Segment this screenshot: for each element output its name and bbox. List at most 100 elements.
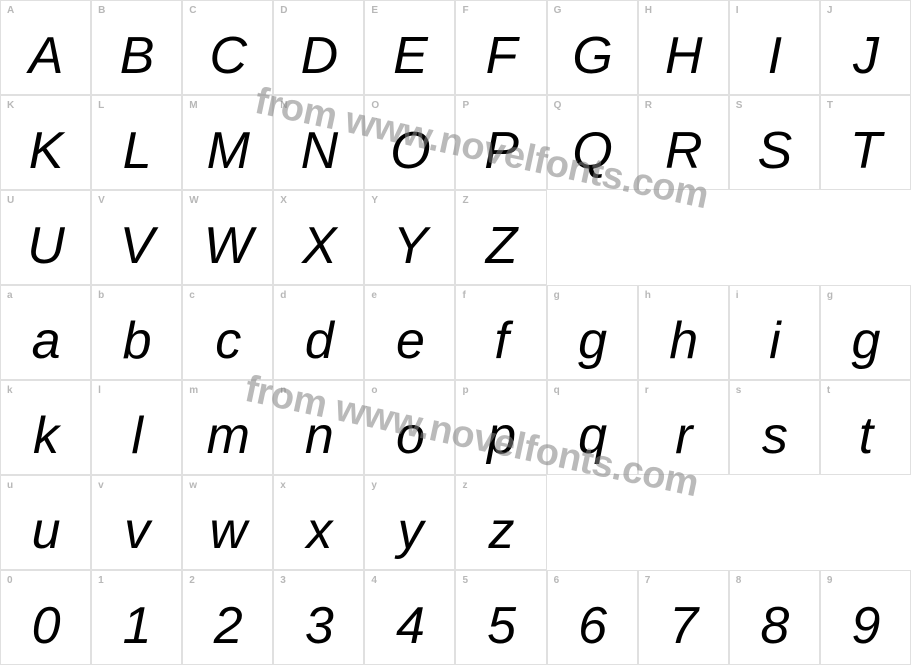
cell-glyph: Y [365,216,454,276]
cell-label: B [98,5,105,16]
glyph-cell: ww [182,475,273,570]
cell-label: 6 [554,575,560,586]
cell-glyph: 2 [183,596,272,656]
cell-glyph: u [1,501,90,561]
cell-label: z [462,480,467,491]
cell-label: H [645,5,652,16]
cell-glyph: O [365,121,454,181]
glyph-cell: HH [638,0,729,95]
cell-label: S [736,100,743,111]
cell-glyph: w [183,501,272,561]
cell-label: 2 [189,575,195,586]
cell-label: x [280,480,286,491]
cell-glyph: E [365,26,454,86]
cell-glyph: m [183,406,272,466]
cell-glyph: i [730,311,819,371]
cell-glyph: D [274,26,363,86]
cell-glyph: e [365,311,454,371]
cell-glyph: Z [456,216,545,276]
cell-label: K [7,100,14,111]
cell-glyph: o [365,406,454,466]
glyph-cell [729,475,820,570]
glyph-cell: cc [182,285,273,380]
glyph-cell: VV [91,190,182,285]
glyph-cell [547,190,638,285]
cell-label: i [736,290,739,301]
glyph-cell [638,190,729,285]
glyph-cell: zz [455,475,546,570]
cell-glyph: N [274,121,363,181]
glyph-cell: 66 [547,570,638,665]
cell-label: b [98,290,104,301]
cell-glyph: 0 [1,596,90,656]
cell-label: o [371,385,377,396]
cell-label: k [7,385,13,396]
glyph-cell: yy [364,475,455,570]
cell-label: l [98,385,101,396]
cell-label: 1 [98,575,104,586]
glyph-cell: UU [0,190,91,285]
cell-glyph: d [274,311,363,371]
cell-label: m [189,385,198,396]
cell-glyph: B [92,26,181,86]
cell-glyph: 1 [92,596,181,656]
glyph-cell: MM [182,95,273,190]
cell-glyph: z [456,501,545,561]
cell-glyph: W [183,216,272,276]
glyph-cell: KK [0,95,91,190]
cell-label: y [371,480,377,491]
glyph-cell: hh [638,285,729,380]
cell-label: s [736,385,742,396]
cell-label: X [280,195,287,206]
cell-glyph: L [92,121,181,181]
cell-label: Q [554,100,562,111]
glyph-cell: 33 [273,570,364,665]
cell-glyph: 4 [365,596,454,656]
glyph-cell: tt [820,380,911,475]
glyph-cell: OO [364,95,455,190]
cell-label: A [7,5,14,16]
glyph-grid: AABBCCDDEEFFGGHHIIJJKKLLMMNNOOPPQQRRSSTT… [0,0,911,665]
cell-label: 7 [645,575,651,586]
cell-label: q [554,385,560,396]
glyph-cell: kk [0,380,91,475]
cell-label: 8 [736,575,742,586]
cell-glyph: R [639,121,728,181]
cell-glyph: 6 [548,596,637,656]
cell-label: a [7,290,13,301]
glyph-cell: oo [364,380,455,475]
cell-label: n [280,385,286,396]
glyph-cell: SS [729,95,820,190]
cell-label: D [280,5,287,16]
cell-glyph: h [639,311,728,371]
glyph-cell: DD [273,0,364,95]
cell-glyph: S [730,121,819,181]
glyph-cell: II [729,0,820,95]
cell-label: u [7,480,13,491]
glyph-cell: aa [0,285,91,380]
cell-label: J [827,5,833,16]
cell-glyph: Q [548,121,637,181]
cell-glyph: I [730,26,819,86]
cell-glyph: P [456,121,545,181]
glyph-cell: 44 [364,570,455,665]
glyph-cell: 88 [729,570,820,665]
glyph-cell [638,475,729,570]
glyph-cell: 00 [0,570,91,665]
cell-glyph: f [456,311,545,371]
glyph-cell [547,475,638,570]
glyph-cell: CC [182,0,273,95]
glyph-cell: QQ [547,95,638,190]
glyph-cell: XX [273,190,364,285]
cell-glyph: a [1,311,90,371]
glyph-cell: vv [91,475,182,570]
cell-label: r [645,385,649,396]
cell-label: C [189,5,196,16]
cell-glyph: U [1,216,90,276]
cell-label: 5 [462,575,468,586]
cell-label: p [462,385,468,396]
cell-glyph: M [183,121,272,181]
cell-label: 3 [280,575,286,586]
cell-glyph: r [639,406,728,466]
cell-label: f [462,290,465,301]
